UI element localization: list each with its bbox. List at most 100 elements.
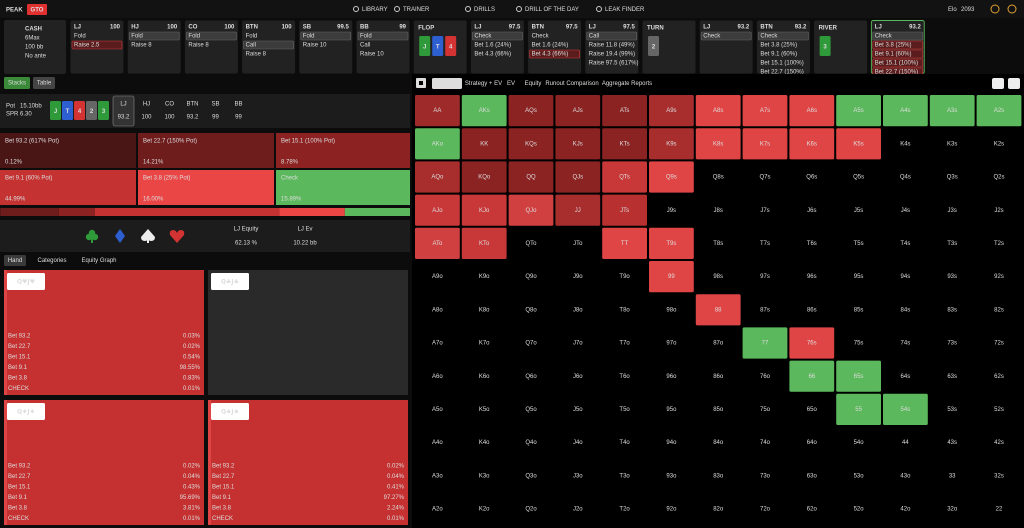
hand-cell[interactable] xyxy=(602,427,647,459)
hand-cell[interactable] xyxy=(789,261,835,293)
hand-cell[interactable] xyxy=(508,427,554,459)
hand-cell[interactable] xyxy=(836,427,881,459)
action-option[interactable]: Raise 11.8 (49%) xyxy=(589,43,635,49)
hand-cell[interactable] xyxy=(461,161,507,193)
hand-cell[interactable] xyxy=(883,294,928,326)
hand-cell[interactable] xyxy=(976,427,1022,459)
hand-cell[interactable] xyxy=(602,294,647,326)
history-panel[interactable]: LJ 93.2 Check Bet 3.8 (25%) Bet 9.1 (60%) Bet… xyxy=(870,20,925,77)
hand-cell[interactable] xyxy=(883,261,928,293)
hand-cell[interactable] xyxy=(555,360,601,392)
toolbar-item[interactable]: Aggregate Reports xyxy=(602,81,652,87)
toolbar-item[interactable]: Strategy xyxy=(436,81,458,87)
seat[interactable] xyxy=(228,96,249,126)
hand-cell[interactable] xyxy=(649,227,694,259)
hand-cell[interactable] xyxy=(415,95,460,127)
hand-cell[interactable] xyxy=(836,493,881,525)
action-option[interactable]: Raise 97.5 (617%) xyxy=(589,61,639,67)
hand-cell[interactable] xyxy=(695,261,741,293)
action-option[interactable]: Bet 15.1 (100%) xyxy=(760,61,803,67)
history-panel[interactable]: LJ 97.5 Call Raise 11.8 (49%) Raise 19.4 (99… xyxy=(585,20,639,74)
action-option[interactable]: Bet 4.3 (66%) xyxy=(474,52,511,58)
hand-cell[interactable] xyxy=(461,427,507,459)
hand-cell[interactable] xyxy=(836,261,881,293)
tab[interactable] xyxy=(33,77,55,89)
hand-cell[interactable] xyxy=(461,128,507,160)
action-option[interactable]: Bet 3.8 (25%) xyxy=(875,43,912,49)
hand-cell[interactable] xyxy=(649,327,694,359)
hand-cell[interactable] xyxy=(789,227,835,259)
action-box[interactable] xyxy=(276,170,410,205)
hand-cell[interactable] xyxy=(929,261,975,293)
hand-cell[interactable] xyxy=(976,460,1022,492)
hand-cell[interactable] xyxy=(695,460,741,492)
nav-item[interactable]: LIBRARY xyxy=(362,7,388,13)
hand-cell[interactable] xyxy=(415,294,460,326)
hand-cell[interactable] xyxy=(602,227,647,259)
hand-cell[interactable] xyxy=(555,95,601,127)
hand-cell[interactable] xyxy=(415,460,460,492)
hand-cell[interactable] xyxy=(649,161,694,193)
history-panel[interactable]: CO 100 Fold Raise 8 xyxy=(184,20,238,74)
hand-cell[interactable] xyxy=(836,194,881,226)
hand-cell[interactable] xyxy=(508,95,554,127)
action-option[interactable]: Raise 8 xyxy=(131,43,152,49)
hand-cell[interactable] xyxy=(836,161,881,193)
hand-cell[interactable] xyxy=(976,194,1022,226)
hand-cell[interactable] xyxy=(602,128,647,160)
hand-cell[interactable] xyxy=(742,393,788,425)
hand-panel[interactable] xyxy=(208,400,408,525)
hand-cell[interactable] xyxy=(976,95,1022,127)
hand-cell[interactable] xyxy=(883,360,928,392)
tab[interactable] xyxy=(4,255,26,266)
hand-cell[interactable] xyxy=(461,261,507,293)
action-option[interactable]: Bet 9.1 (60%) xyxy=(760,52,797,58)
action-option[interactable]: Bet 22.7 (150%) xyxy=(875,70,918,76)
action-option[interactable]: Raise 10 xyxy=(303,43,327,49)
action-option[interactable]: Bet 22.7 (150%) xyxy=(760,70,803,76)
hand-cell[interactable] xyxy=(461,294,507,326)
action-option[interactable]: Call xyxy=(589,34,599,40)
hand-cell[interactable] xyxy=(836,360,881,392)
hand-cell[interactable] xyxy=(555,393,601,425)
action-option[interactable]: Raise 8 xyxy=(188,43,209,49)
hand-cell[interactable] xyxy=(976,261,1022,293)
hand-cell[interactable] xyxy=(695,194,741,226)
hand-cell[interactable] xyxy=(555,194,601,226)
hand-cell[interactable] xyxy=(883,161,928,193)
hand-cell[interactable] xyxy=(461,327,507,359)
hand-cell[interactable] xyxy=(742,460,788,492)
action-option[interactable]: Call xyxy=(360,43,370,49)
action-option[interactable]: Check xyxy=(703,34,721,40)
hand-cell[interactable] xyxy=(976,360,1022,392)
hand-cell[interactable] xyxy=(649,194,694,226)
hand-cell[interactable] xyxy=(742,128,788,160)
hand-cell[interactable] xyxy=(695,227,741,259)
hand-cell[interactable] xyxy=(555,427,601,459)
hand-cell[interactable] xyxy=(649,294,694,326)
hand-cell[interactable] xyxy=(695,161,741,193)
seat[interactable] xyxy=(159,96,180,126)
hand-cell[interactable] xyxy=(929,460,975,492)
action-option[interactable]: Bet 9.1 (60%) xyxy=(875,52,912,58)
hand-cell[interactable] xyxy=(929,95,975,127)
nav-item[interactable]: DRILLS xyxy=(474,7,495,13)
seat[interactable] xyxy=(182,96,203,126)
hand-cell[interactable] xyxy=(508,227,554,259)
history-panel[interactable]: TURN 2 xyxy=(642,20,696,74)
hand-cell[interactable] xyxy=(695,427,741,459)
hand-cell[interactable] xyxy=(695,327,741,359)
hand-panel[interactable] xyxy=(4,400,204,525)
action-option[interactable]: Bet 1.6 (24%) xyxy=(532,43,569,49)
hand-cell[interactable] xyxy=(883,460,928,492)
hand-cell[interactable] xyxy=(742,360,788,392)
hand-cell[interactable] xyxy=(508,493,554,525)
seat[interactable] xyxy=(205,96,226,126)
hand-cell[interactable] xyxy=(929,393,975,425)
hand-cell[interactable] xyxy=(415,161,460,193)
hand-cell[interactable] xyxy=(789,194,835,226)
action-box[interactable] xyxy=(138,133,274,168)
hand-cell[interactable] xyxy=(555,493,601,525)
hand-cell[interactable] xyxy=(695,493,741,525)
hand-cell[interactable] xyxy=(461,194,507,226)
